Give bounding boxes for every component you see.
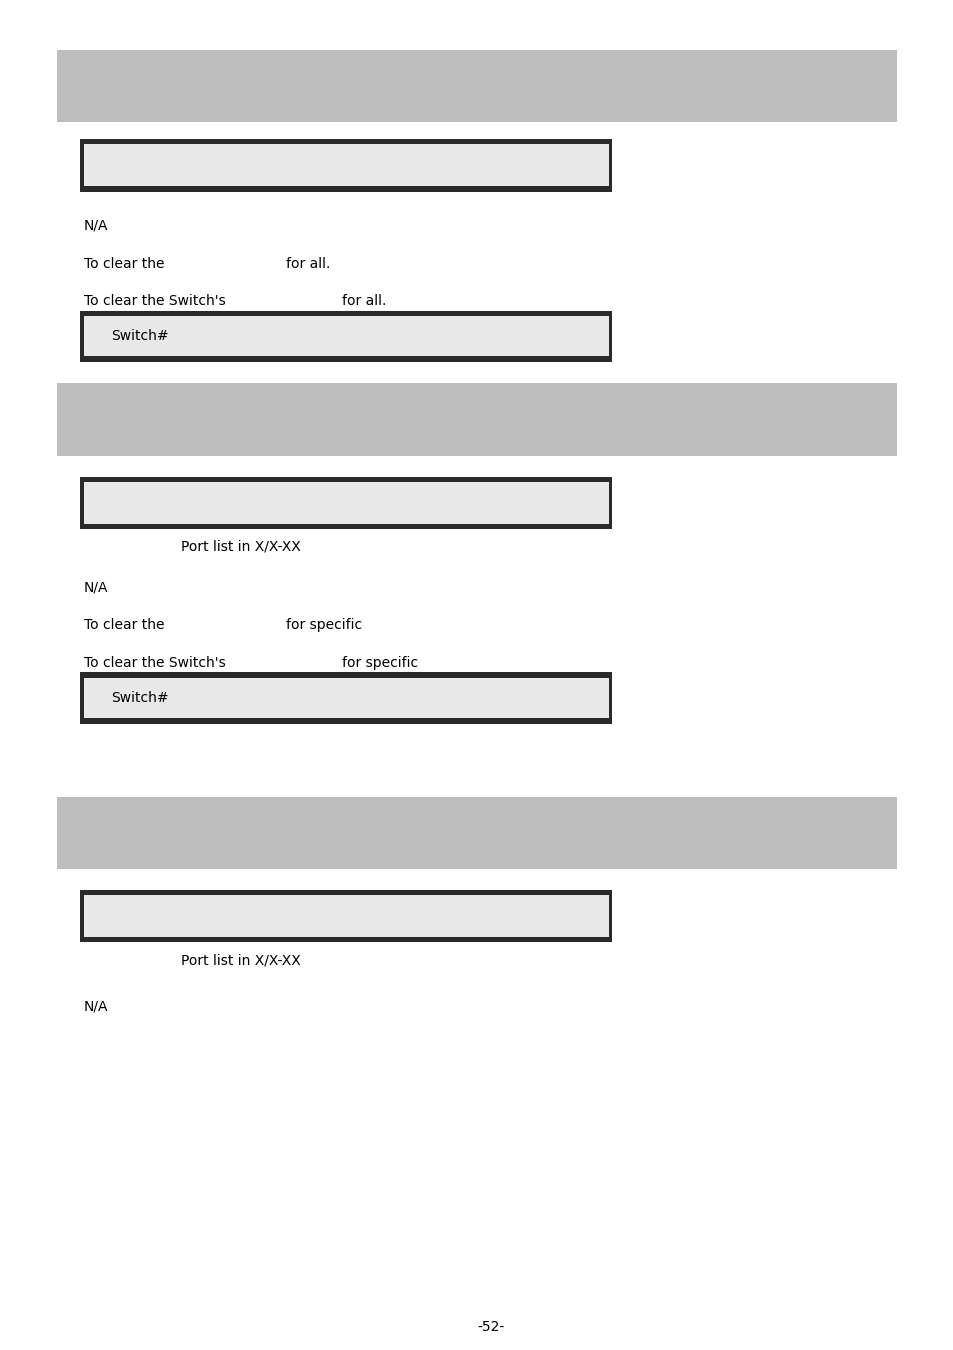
Text: N/A: N/A — [84, 219, 109, 232]
Bar — [84, 316, 608, 356]
Bar — [80, 672, 612, 724]
Text: -52-: -52- — [476, 1320, 504, 1334]
Bar — [84, 482, 608, 524]
Text: Port list in X/X-XX: Port list in X/X-XX — [181, 953, 301, 967]
Text: To clear the Switch's: To clear the Switch's — [84, 294, 226, 308]
Bar — [57, 383, 896, 456]
Text: for all.: for all. — [286, 256, 331, 270]
Text: Switch#: Switch# — [111, 329, 168, 343]
Text: for all.: for all. — [341, 294, 386, 308]
Bar — [84, 895, 608, 937]
Text: N/A: N/A — [84, 580, 109, 594]
Bar — [57, 796, 896, 869]
Bar — [84, 144, 608, 186]
Bar — [57, 50, 896, 122]
Bar — [80, 890, 612, 942]
Bar — [80, 477, 612, 529]
Text: N/A: N/A — [84, 999, 109, 1012]
Text: for specific: for specific — [341, 656, 417, 670]
Text: Switch#: Switch# — [111, 691, 168, 705]
Text: To clear the: To clear the — [84, 618, 164, 632]
Text: for specific: for specific — [286, 618, 362, 632]
Text: To clear the: To clear the — [84, 256, 164, 270]
Text: Port list in X/X-XX: Port list in X/X-XX — [181, 540, 301, 553]
Bar — [80, 139, 612, 192]
Bar — [84, 678, 608, 718]
Text: To clear the Switch's: To clear the Switch's — [84, 656, 226, 670]
Bar — [80, 310, 612, 362]
